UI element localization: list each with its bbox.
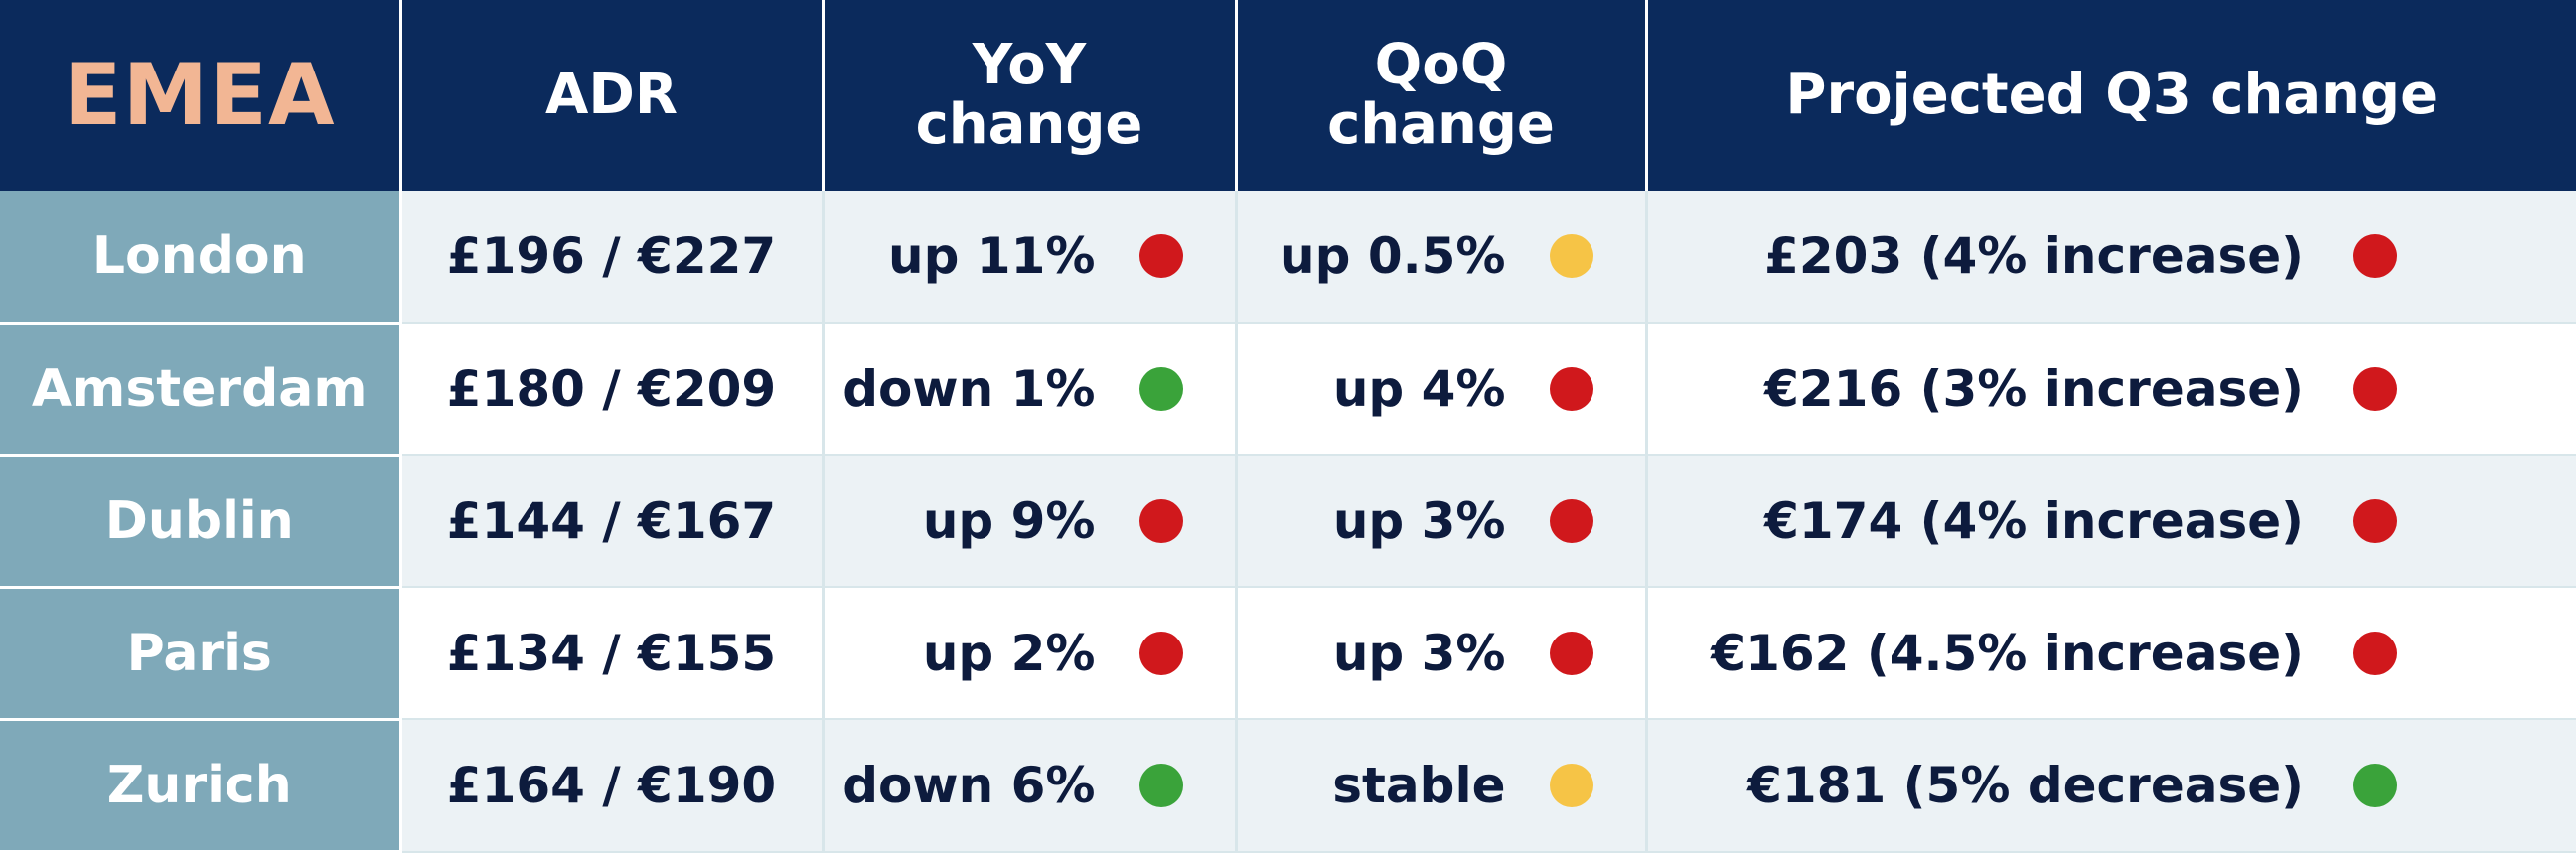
yoy-value: up 9% [922, 492, 1096, 550]
projected-cell: £203 (4% increase) [1646, 191, 2576, 325]
status-dot-icon [1549, 763, 1593, 807]
qoq-cell: up 3% [1236, 587, 1648, 721]
projected-value: €162 (4.5% increase) [1711, 624, 2304, 682]
status-dot-icon [1138, 763, 1183, 807]
adr-cell: £180 / €209 [400, 323, 825, 457]
qoq-value: up 0.5% [1280, 227, 1506, 286]
projected-cell: €181 (5% decrease) [1646, 719, 2576, 853]
yoy-cell: up 2% [823, 587, 1238, 721]
city-cell: Paris [0, 587, 402, 721]
projected-value: €181 (5% decrease) [1747, 756, 2304, 814]
yoy-value: down 6% [842, 756, 1096, 814]
adr-header: ADR [400, 0, 825, 191]
projected-header: Projected Q3 change [1646, 0, 2576, 191]
qoq-value: up 3% [1332, 492, 1506, 550]
adr-cell: £196 / €227 [400, 191, 825, 325]
projected-value: £203 (4% increase) [1764, 227, 2304, 286]
yoy-value: up 2% [922, 624, 1096, 682]
status-dot-icon [1549, 234, 1593, 279]
region-header: EMEA [0, 0, 402, 191]
qoq-cell: up 4% [1236, 323, 1648, 457]
header-row: EMEA ADR YoY change QoQ change Projected… [0, 0, 2576, 191]
yoy-value: down 1% [842, 359, 1096, 418]
adr-cell: £134 / €155 [400, 587, 825, 721]
yoy-cell: up 11% [823, 191, 1238, 325]
status-dot-icon [2353, 366, 2397, 411]
projected-value: €174 (4% increase) [1764, 492, 2304, 550]
qoq-header-line2: change [1327, 92, 1555, 157]
city-cell: Dublin [0, 455, 402, 589]
status-dot-icon [2353, 631, 2397, 675]
qoq-value: up 3% [1332, 624, 1506, 682]
table-row: London £196 / €227 up 11% up 0.5% £203 (… [0, 191, 2576, 325]
qoq-value: up 4% [1332, 359, 1506, 418]
status-dot-icon [2353, 498, 2397, 543]
table-row: Zurich £164 / €190 down 6% stable €181 (… [0, 719, 2576, 853]
projected-cell: €174 (4% increase) [1646, 455, 2576, 589]
yoy-value: up 11% [888, 227, 1096, 286]
yoy-header: YoY change [823, 0, 1238, 191]
yoy-cell: down 1% [823, 323, 1238, 457]
city-cell: London [0, 191, 402, 325]
table-row: Amsterdam £180 / €209 down 1% up 4% €216… [0, 323, 2576, 457]
yoy-header-line2: change [915, 92, 1143, 157]
status-dot-icon [1549, 631, 1593, 675]
adr-cell: £164 / €190 [400, 719, 825, 853]
qoq-value: stable [1332, 756, 1506, 814]
qoq-header-line1: QoQ [1374, 33, 1508, 97]
table-row: Paris £134 / €155 up 2% up 3% €162 (4.5%… [0, 587, 2576, 721]
status-dot-icon [1138, 498, 1183, 543]
qoq-cell: stable [1236, 719, 1648, 853]
status-dot-icon [1138, 631, 1183, 675]
projected-cell: €162 (4.5% increase) [1646, 587, 2576, 721]
status-dot-icon [2353, 763, 2397, 807]
yoy-header-line1: YoY [972, 33, 1087, 97]
status-dot-icon [1138, 366, 1183, 411]
status-dot-icon [2353, 234, 2397, 279]
adr-cell: £144 / €167 [400, 455, 825, 589]
qoq-header: QoQ change [1236, 0, 1648, 191]
table-row: Dublin £144 / €167 up 9% up 3% €174 (4% … [0, 455, 2576, 589]
yoy-cell: down 6% [823, 719, 1238, 853]
city-cell: Zurich [0, 719, 402, 853]
yoy-cell: up 9% [823, 455, 1238, 589]
projected-cell: €216 (3% increase) [1646, 323, 2576, 457]
projected-value: €216 (3% increase) [1764, 359, 2304, 418]
city-cell: Amsterdam [0, 323, 402, 457]
status-dot-icon [1138, 234, 1183, 279]
qoq-cell: up 0.5% [1236, 191, 1648, 325]
qoq-cell: up 3% [1236, 455, 1648, 589]
status-dot-icon [1549, 498, 1593, 543]
status-dot-icon [1549, 366, 1593, 411]
